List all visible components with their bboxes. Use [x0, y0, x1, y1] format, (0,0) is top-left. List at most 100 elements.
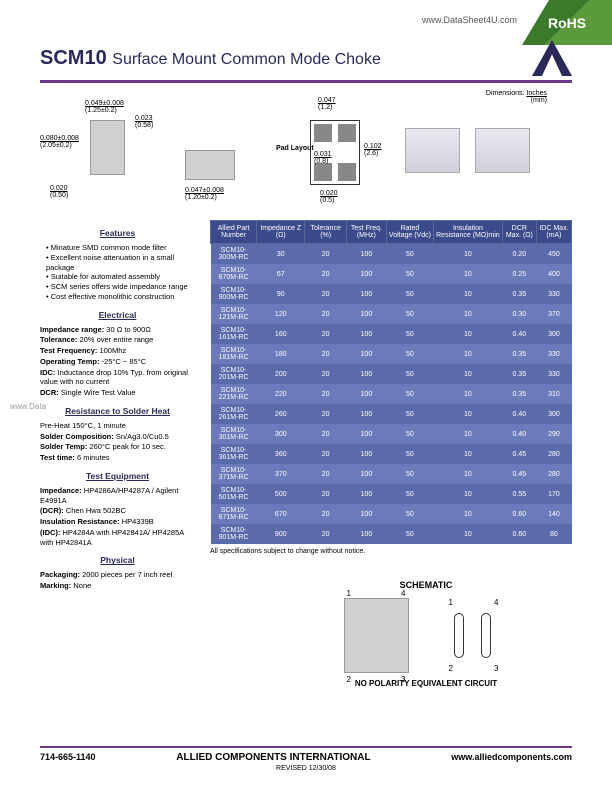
table-cell: 50	[386, 284, 433, 304]
table-cell: 400	[536, 264, 571, 284]
table-cell: 20	[305, 464, 347, 484]
table-cell: 330	[536, 284, 571, 304]
table-cell: 120	[257, 304, 305, 324]
component-photo-2	[475, 128, 530, 173]
dimension-diagrams: 0.049±0.008(1.25±0.2) 0.023(0.58) 0.080±…	[40, 90, 572, 210]
feature-item: Suitable for automated assembly	[46, 272, 195, 282]
table-cell: 450	[536, 244, 571, 265]
spec-value: 260°C peak for 10 sec.	[89, 442, 165, 451]
table-row: SCM10-671M-RC6702010050100.60140	[211, 504, 572, 524]
table-cell: 20	[305, 284, 347, 304]
url-top: www.DataSheet4U.com	[422, 15, 517, 25]
table-cell: 100	[346, 524, 386, 544]
table-cell: 50	[386, 504, 433, 524]
header-divider	[40, 80, 572, 83]
table-cell: 0.60	[502, 524, 536, 544]
table-row: SCM10-121M-RC1202010050100.30370	[211, 304, 572, 324]
dim-d4: 0.020(0.50)	[50, 185, 68, 199]
table-cell: 0.20	[502, 244, 536, 265]
table-cell: 0.40	[502, 324, 536, 344]
table-cell: 50	[386, 364, 433, 384]
table-cell: 100	[346, 244, 386, 265]
dim-d7: 0.031(0.8)	[314, 151, 332, 165]
table-cell: 0.40	[502, 424, 536, 444]
table-cell: 10	[434, 244, 503, 265]
table-row: SCM10-900M-RC902010050100.35330	[211, 284, 572, 304]
footer: 714-665-1140 ALLIED COMPONENTS INTERNATI…	[40, 746, 572, 772]
table-cell: 0.25	[502, 264, 536, 284]
dim-d2: 0.023(0.58)	[135, 115, 153, 129]
table-cell: 20	[305, 304, 347, 324]
table-header: Allied Part Number	[211, 221, 257, 244]
table-cell: 50	[386, 344, 433, 364]
table-cell: 10	[434, 424, 503, 444]
table-cell: SCM10-371M-RC	[211, 464, 257, 484]
table-header: Tolerance (%)	[305, 221, 347, 244]
table-row: SCM10-501M-RC5002010050100.55170	[211, 484, 572, 504]
spec-value: Inductance drop 10% Typ. from original v…	[40, 368, 188, 387]
table-cell: SCM10-221M-RC	[211, 384, 257, 404]
table-cell: 280	[536, 444, 571, 464]
dim-d8: 0.102(2.6)	[364, 143, 382, 157]
table-cell: 10	[434, 264, 503, 284]
table-cell: SCM10-901M-RC	[211, 524, 257, 544]
table-cell: 0.60	[502, 504, 536, 524]
testequip-title: Test Equipment	[40, 471, 195, 482]
table-cell: 20	[305, 484, 347, 504]
table-cell: 140	[536, 504, 571, 524]
table-cell: 10	[434, 484, 503, 504]
title-main: SCM10	[40, 47, 107, 69]
footer-phone: 714-665-1140	[40, 752, 96, 763]
table-header: Impedance Z (Ω)	[257, 221, 305, 244]
table-cell: 90	[257, 284, 305, 304]
table-cell: 20	[305, 324, 347, 344]
table-row: SCM10-221M-RC2202010050100.35310	[211, 384, 572, 404]
company-logo	[532, 40, 572, 76]
circuit-pin-1: 1	[449, 598, 453, 607]
table-cell: 330	[536, 364, 571, 384]
table-cell: 360	[257, 444, 305, 464]
spec-label: Impedance range:	[40, 325, 104, 334]
table-cell: 10	[434, 304, 503, 324]
table-cell: 180	[257, 344, 305, 364]
table-cell: 900	[257, 524, 305, 544]
schematic-title: SCHEMATIC	[280, 580, 572, 590]
table-cell: 100	[346, 464, 386, 484]
table-cell: 20	[305, 504, 347, 524]
table-cell: 20	[305, 384, 347, 404]
solder-preheat: Pre-Heat 150°C, 1 minute	[40, 421, 195, 431]
table-cell: 50	[386, 464, 433, 484]
spec-label: Solder Temp:	[40, 442, 87, 451]
dim-d1: 0.049±0.008(1.25±0.2)	[85, 100, 124, 114]
table-row: SCM10-301M-RC3002010050100.40290	[211, 424, 572, 444]
table-row: SCM10-670M-RC672010050100.25400	[211, 264, 572, 284]
table-cell: 80	[536, 524, 571, 544]
table-cell: 50	[386, 484, 433, 504]
specs-column: Features Minature SMD common mode filter…	[40, 220, 195, 592]
table-cell: 220	[257, 384, 305, 404]
table-cell: 100	[346, 324, 386, 344]
table-cell: 50	[386, 264, 433, 284]
circuit-pin-3: 3	[494, 664, 498, 673]
dim-d6: 0.047(1.2)	[318, 97, 336, 111]
table-cell: SCM10-671M-RC	[211, 504, 257, 524]
spec-label: Test Frequency:	[40, 346, 97, 355]
table-cell: 0.35	[502, 284, 536, 304]
diagram-side	[185, 150, 235, 180]
component-photo-1	[405, 128, 460, 173]
table-note: All specifications subject to change wit…	[210, 548, 572, 555]
table-cell: 50	[386, 304, 433, 324]
footer-divider	[40, 746, 572, 748]
pad-label: Pad Layout	[276, 145, 314, 152]
table-cell: 200	[257, 364, 305, 384]
table-cell: SCM10-261M-RC	[211, 404, 257, 424]
table-cell: 300	[536, 324, 571, 344]
table-cell: 0.55	[502, 484, 536, 504]
table-row: SCM10-201M-RC2002010050100.35330	[211, 364, 572, 384]
spec-value: 20% over entire range	[79, 335, 153, 344]
spec-value: HP4284A with HP42841A/ HP4285A with HP42…	[40, 528, 184, 547]
table-header: DCR Max. (Ω)	[502, 221, 536, 244]
spec-label: Tolerance:	[40, 335, 77, 344]
table-cell: 330	[536, 344, 571, 364]
spec-value: 100Mhz	[99, 346, 126, 355]
